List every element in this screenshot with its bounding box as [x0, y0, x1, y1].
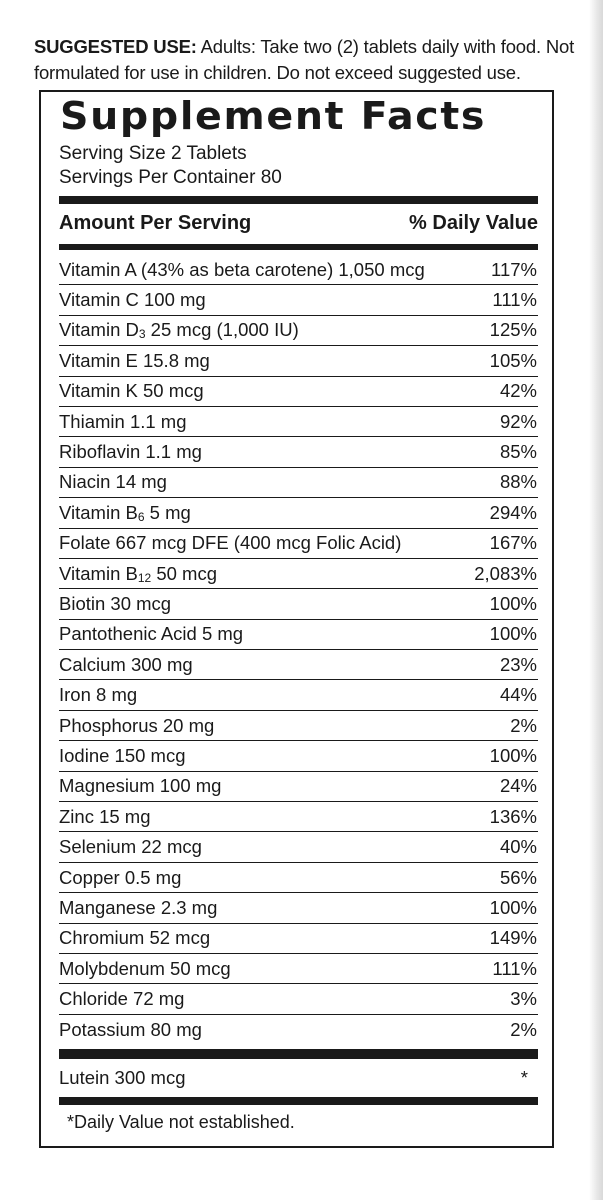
nutrient-name: Zinc 15 mg — [59, 805, 151, 827]
daily-value: 2% — [510, 714, 537, 736]
serving-info: Serving Size 2 Tablets Servings Per Cont… — [59, 142, 282, 190]
thick-divider — [59, 1097, 538, 1105]
daily-value: 85% — [499, 441, 537, 463]
daily-value: 111% — [492, 957, 537, 979]
nutrient-row: Zinc 15 mg 136% — [59, 802, 538, 833]
daily-value: 111% — [492, 289, 537, 311]
nutrient-row: Phosphorus 20 mg 2% — [59, 711, 538, 742]
nutrient-row: Vitamin K 50 mcg 42% — [59, 377, 538, 407]
daily-value: 125% — [489, 319, 537, 341]
nutrient-name: Copper 0.5 mg — [59, 866, 182, 888]
nutrient-name: Manganese 2.3 mg — [59, 896, 218, 918]
lutein-row: Lutein 300 mcg * — [59, 1063, 538, 1093]
nutrient-row: Iron 8 mg 44% — [59, 680, 538, 711]
nutrient-row: Chloride 72 mg 3% — [59, 984, 538, 1015]
thick-divider — [59, 1049, 538, 1059]
nutrient-name: Vitamin K 50 mcg — [59, 380, 204, 402]
daily-value: 136% — [489, 805, 537, 827]
nutrient-row: Magnesium 100 mg 24% — [59, 772, 538, 803]
header-daily-value: % Daily Value — [409, 212, 538, 234]
footnote: *Daily Value not established. — [67, 1112, 295, 1132]
daily-value: 117% — [491, 258, 537, 280]
medium-divider — [59, 244, 538, 250]
daily-value: 149% — [489, 927, 537, 949]
nutrient-name: Pantothenic Acid 5 mg — [59, 623, 244, 645]
nutrient-name: Vitamin B12 50 mcg — [59, 562, 218, 585]
daily-value: 56% — [499, 866, 537, 888]
daily-value: 100% — [489, 744, 537, 766]
nutrient-name: Vitamin E 15.8 mg — [59, 349, 210, 371]
nutrient-row: Folate 667 mcg DFE (400 mcg Folic Acid) 1… — [59, 529, 538, 559]
nutrient-row: Manganese 2.3 mg 100% — [59, 893, 538, 924]
nutrient-row: Riboflavin 1.1 mg 85% — [59, 437, 538, 468]
daily-value: 92% — [499, 410, 537, 432]
suggested-use: SUGGESTED USE: Adults: Take two (2) tabl… — [34, 34, 579, 86]
nutrient-row: Pantothenic Acid 5 mg 100% — [59, 620, 538, 651]
daily-value: 100% — [489, 896, 537, 918]
servings-per-container: Servings Per Container 80 — [59, 167, 282, 188]
daily-value: 100% — [489, 592, 537, 614]
nutrient-name: Riboflavin 1.1 mg — [59, 441, 202, 463]
nutrient-row: Vitamin A (43% as beta carotene) 1,050 m… — [59, 255, 538, 286]
panel-title: Supplement Facts — [60, 94, 487, 138]
nutrient-rows: Vitamin A (43% as beta carotene) 1,050 m… — [59, 255, 538, 1045]
nutrient-name: Molybdenum 50 mcg — [59, 957, 231, 979]
supplement-facts-panel: Supplement Facts Serving Size 2 Tablets … — [39, 90, 554, 1148]
nutrient-row: Vitamin B12 50 mcg 2,083% — [59, 559, 538, 590]
nutrient-row: Molybdenum 50 mcg 111% — [59, 954, 538, 985]
nutrient-name: Vitamin A (43% as beta carotene) 1,050 m… — [59, 258, 425, 280]
daily-value: 24% — [499, 775, 537, 797]
nutrient-row: Copper 0.5 mg 56% — [59, 863, 538, 894]
daily-value: 294% — [489, 501, 537, 523]
nutrient-name: Thiamin 1.1 mg — [59, 410, 187, 432]
nutrient-name: Biotin 30 mcg — [59, 592, 172, 614]
nutrient-row: Selenium 22 mcg 40% — [59, 832, 538, 863]
nutrient-row: Vitamin D3 25 mcg (1,000 IU) 125% — [59, 316, 538, 347]
daily-value: 3% — [510, 988, 537, 1010]
nutrient-row: Iodine 150 mcg 100% — [59, 741, 538, 772]
daily-value: 2,083% — [474, 562, 537, 584]
daily-value: 100% — [489, 623, 537, 645]
header-amount: Amount Per Serving — [59, 212, 252, 234]
nutrient-name: Vitamin C 100 mg — [59, 289, 206, 311]
nutrient-row: Vitamin E 15.8 mg 105% — [59, 346, 538, 377]
suggested-use-text: Adults: Take two (2) tablets daily with … — [34, 36, 575, 83]
nutrient-name: Folate 667 mcg DFE (400 mcg Folic Acid) — [59, 532, 402, 554]
nutrient-row: Vitamin B6 5 mg 294% — [59, 498, 538, 529]
nutrient-name: Calcium 300 mg — [59, 653, 193, 675]
nutrient-name: Lutein 300 mcg — [59, 1067, 186, 1088]
daily-value: 88% — [499, 471, 537, 493]
nutrient-name: Iron 8 mg — [59, 684, 138, 706]
nutrient-row: Calcium 300 mg 23% — [59, 650, 538, 681]
nutrient-row: Niacin 14 mg 88% — [59, 468, 538, 499]
nutrient-name: Potassium 80 mg — [59, 1018, 202, 1040]
nutrient-name: Niacin 14 mg — [59, 471, 167, 493]
nutrient-row: Chromium 52 mcg 149% — [59, 924, 538, 954]
nutrient-row: Vitamin C 100 mg 111% — [59, 285, 538, 316]
nutrient-name: Selenium 22 mcg — [59, 836, 202, 858]
nutrient-name: Iodine 150 mcg — [59, 744, 186, 766]
package-edge-shadow — [589, 0, 603, 1200]
nutrient-name: Magnesium 100 mg — [59, 775, 222, 797]
serving-size: Serving Size 2 Tablets — [59, 143, 247, 164]
daily-value: 167% — [489, 532, 537, 554]
daily-value: 44% — [499, 684, 537, 706]
nutrient-name: Chromium 52 mcg — [59, 927, 211, 949]
column-header: Amount Per Serving % Daily Value — [59, 212, 538, 235]
nutrient-name: Vitamin D3 25 mcg (1,000 IU) — [59, 319, 299, 342]
thick-divider — [59, 196, 538, 204]
nutrient-row: Potassium 80 mg 2% — [59, 1015, 538, 1045]
daily-value: 40% — [499, 836, 537, 858]
nutrient-name: Phosphorus 20 mg — [59, 714, 215, 736]
nutrient-name: Chloride 72 mg — [59, 988, 185, 1010]
daily-value: * — [520, 1067, 528, 1088]
daily-value: 105% — [489, 349, 537, 371]
suggested-use-label: SUGGESTED USE: — [34, 36, 197, 57]
nutrient-row: Thiamin 1.1 mg 92% — [59, 407, 538, 438]
daily-value: 42% — [499, 380, 537, 402]
nutrient-name: Vitamin B6 5 mg — [59, 501, 191, 524]
daily-value: 23% — [499, 653, 537, 675]
daily-value: 2% — [510, 1018, 537, 1040]
nutrient-row: Biotin 30 mcg 100% — [59, 589, 538, 620]
